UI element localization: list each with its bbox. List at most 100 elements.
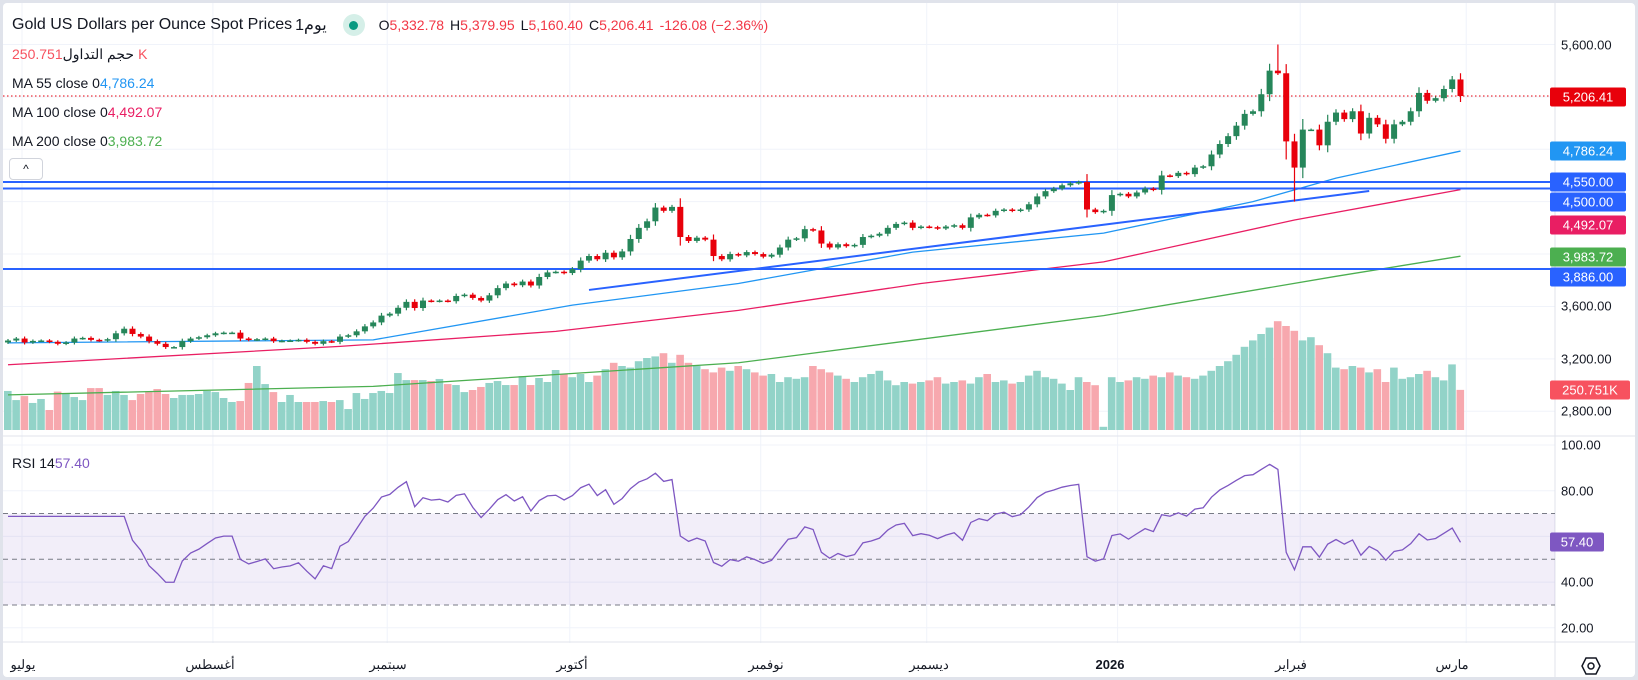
- volume-bar: [1066, 390, 1074, 430]
- candle-body: [1225, 136, 1232, 145]
- candle-body: [569, 269, 576, 274]
- volume-bar: [1058, 383, 1066, 430]
- candle-body: [411, 301, 418, 309]
- volume-bar: [1307, 337, 1315, 430]
- volume-bar: [576, 374, 585, 430]
- volume-bar: [1207, 370, 1216, 430]
- candle-body: [1258, 94, 1265, 112]
- candle-body: [1407, 111, 1414, 122]
- volume-bar: [493, 381, 502, 430]
- candle-body: [237, 332, 244, 339]
- candle-body: [909, 222, 916, 228]
- chevron-up-icon: ^: [23, 162, 29, 176]
- candle-body: [162, 343, 169, 348]
- chart-canvas[interactable]: [3, 3, 1635, 677]
- candle-body: [1025, 204, 1032, 210]
- volume-bar: [211, 392, 220, 430]
- candle-body: [610, 252, 617, 258]
- volume-bar: [45, 410, 54, 430]
- candle-body: [229, 332, 236, 335]
- volume-bar: [1074, 377, 1083, 430]
- rsi-legend[interactable]: RSI 1457.40: [12, 455, 90, 471]
- candle-body: [577, 260, 584, 270]
- candle-body: [793, 238, 800, 240]
- candle-body: [511, 283, 518, 286]
- volume-label: حجم التداول: [62, 46, 135, 62]
- candle-body: [1333, 112, 1339, 122]
- candle-body: [1324, 121, 1331, 146]
- candle-body: [96, 339, 103, 342]
- volume-bar: [369, 393, 377, 430]
- candle-body: [29, 340, 36, 343]
- volume-bar: [311, 402, 319, 430]
- candle-body: [1009, 209, 1016, 212]
- market-status-icon[interactable]: [342, 14, 365, 36]
- volume-bar: [145, 392, 153, 430]
- volume-bar: [684, 362, 693, 430]
- candle-body: [254, 339, 260, 341]
- candle-body: [1233, 125, 1240, 137]
- volume-bar: [1423, 370, 1431, 430]
- volume-bar: [1373, 369, 1382, 430]
- candle-body: [1440, 88, 1447, 99]
- volume-bar: [767, 374, 776, 430]
- rsi-badge: 57.40: [1550, 532, 1604, 552]
- volume-bar: [1008, 383, 1016, 430]
- candle-body: [760, 254, 767, 257]
- close-label: C: [588, 17, 600, 33]
- interval-label[interactable]: 1يوم: [295, 17, 327, 34]
- volume-bar: [560, 374, 568, 430]
- candle-body: [718, 256, 725, 260]
- volume-bar: [908, 383, 917, 430]
- candle-body: [1059, 185, 1066, 189]
- candle-body: [627, 238, 634, 252]
- ma100-legend[interactable]: MA 100 close 04,492.07: [12, 104, 162, 120]
- volume-bar: [1116, 382, 1124, 430]
- candle-body: [146, 336, 153, 342]
- ma100-label: MA 100 close 0: [12, 104, 108, 120]
- candle-body: [1316, 129, 1323, 146]
- candle-body: [328, 341, 335, 343]
- volume-bar: [261, 384, 269, 430]
- volume-bar: [1323, 353, 1332, 430]
- volume-bar: [1315, 345, 1323, 430]
- volume-bar: [1431, 377, 1440, 430]
- volume-bar: [1340, 369, 1348, 430]
- volume-bar: [759, 375, 767, 430]
- candle-body: [1001, 209, 1007, 212]
- volume-legend[interactable]: حجم التداول250.751K: [12, 46, 147, 63]
- volume-bar: [394, 373, 402, 430]
- candle-body: [586, 256, 592, 261]
- candle-body: [818, 230, 825, 244]
- candle-body: [1075, 182, 1082, 184]
- candle-body: [1183, 172, 1190, 175]
- candle-body: [1084, 182, 1090, 210]
- volume-bar: [1332, 367, 1340, 430]
- ma200-legend[interactable]: MA 200 close 03,983.72: [12, 133, 162, 149]
- volume-bar: [1033, 370, 1041, 430]
- volume-bar: [668, 362, 676, 430]
- candle-body: [976, 214, 983, 218]
- candle-body: [677, 206, 684, 238]
- candle-body: [38, 340, 45, 343]
- candle-body: [1357, 111, 1364, 134]
- volume-bar: [676, 354, 684, 430]
- volume-bar: [1290, 330, 1299, 430]
- candle-body: [1158, 175, 1165, 190]
- volume-bar: [825, 372, 834, 430]
- chart-settings-icon[interactable]: [1581, 656, 1601, 676]
- candle-body: [1067, 183, 1074, 186]
- volume-bar: [551, 370, 560, 430]
- volume-bar: [236, 401, 244, 430]
- volume-bar: [28, 402, 37, 430]
- volume-bar: [1381, 382, 1390, 430]
- candle-body: [278, 340, 285, 343]
- chart-panel[interactable]: Gold US Dollars per Ounce Spot Prices 1ي…: [3, 3, 1635, 677]
- collapse-legend-button[interactable]: ^: [9, 158, 43, 180]
- ma55-legend[interactable]: MA 55 close 04,786.24: [12, 75, 154, 91]
- candle-body: [1042, 191, 1049, 197]
- volume-bar: [692, 366, 701, 430]
- symbol-title[interactable]: Gold US Dollars per Ounce Spot Prices: [12, 16, 293, 33]
- ma100-badge: 4,492.07: [1550, 215, 1626, 235]
- candle-body: [967, 217, 974, 228]
